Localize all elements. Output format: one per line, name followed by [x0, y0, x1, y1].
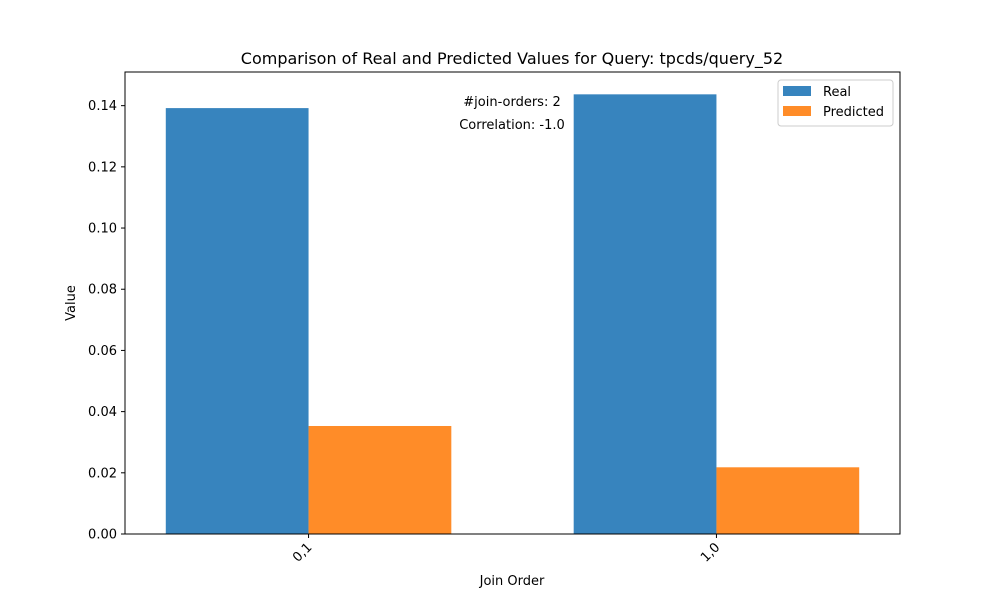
y-axis: 0.00 0.02 0.04 0.06 0.08 0.10 0.12 0.14	[88, 99, 125, 543]
plot-frame	[124, 71, 901, 535]
legend-swatch-predicted	[783, 106, 811, 116]
bar-real-1	[573, 94, 717, 535]
y-tick-label-4: 0.08	[88, 283, 117, 298]
y-tick-label-7: 0.14	[88, 99, 117, 114]
bars-group	[165, 94, 860, 535]
y-tick-label-5: 0.10	[88, 222, 117, 237]
y-tick-label-6: 0.12	[88, 160, 117, 175]
x-axis: 0,1 1,0	[290, 534, 723, 565]
legend-label-real: Real	[823, 85, 851, 100]
bar-predicted-0	[308, 425, 452, 534]
y-tick-label-0: 0.00	[88, 528, 117, 543]
join-orders-annotation: #join-orders: 2	[463, 95, 560, 110]
y-tick-label-2: 0.04	[88, 405, 117, 420]
legend-label-predicted: Predicted	[823, 105, 884, 120]
x-tick-label-1: 1,0	[698, 540, 723, 565]
x-tick-label-0: 0,1	[290, 540, 315, 565]
correlation-annotation: Correlation: -1.0	[459, 118, 565, 133]
bar-real-0	[165, 108, 309, 535]
y-axis-label: Value	[64, 285, 79, 321]
x-axis-label: Join Order	[479, 574, 545, 589]
chart-title: Comparison of Real and Predicted Values …	[241, 49, 783, 69]
bar-predicted-1	[716, 467, 860, 534]
legend-swatch-real	[783, 86, 811, 96]
y-tick-label-3: 0.06	[88, 344, 117, 359]
y-tick-label-1: 0.02	[88, 466, 117, 481]
legend: Real Predicted	[777, 79, 894, 127]
